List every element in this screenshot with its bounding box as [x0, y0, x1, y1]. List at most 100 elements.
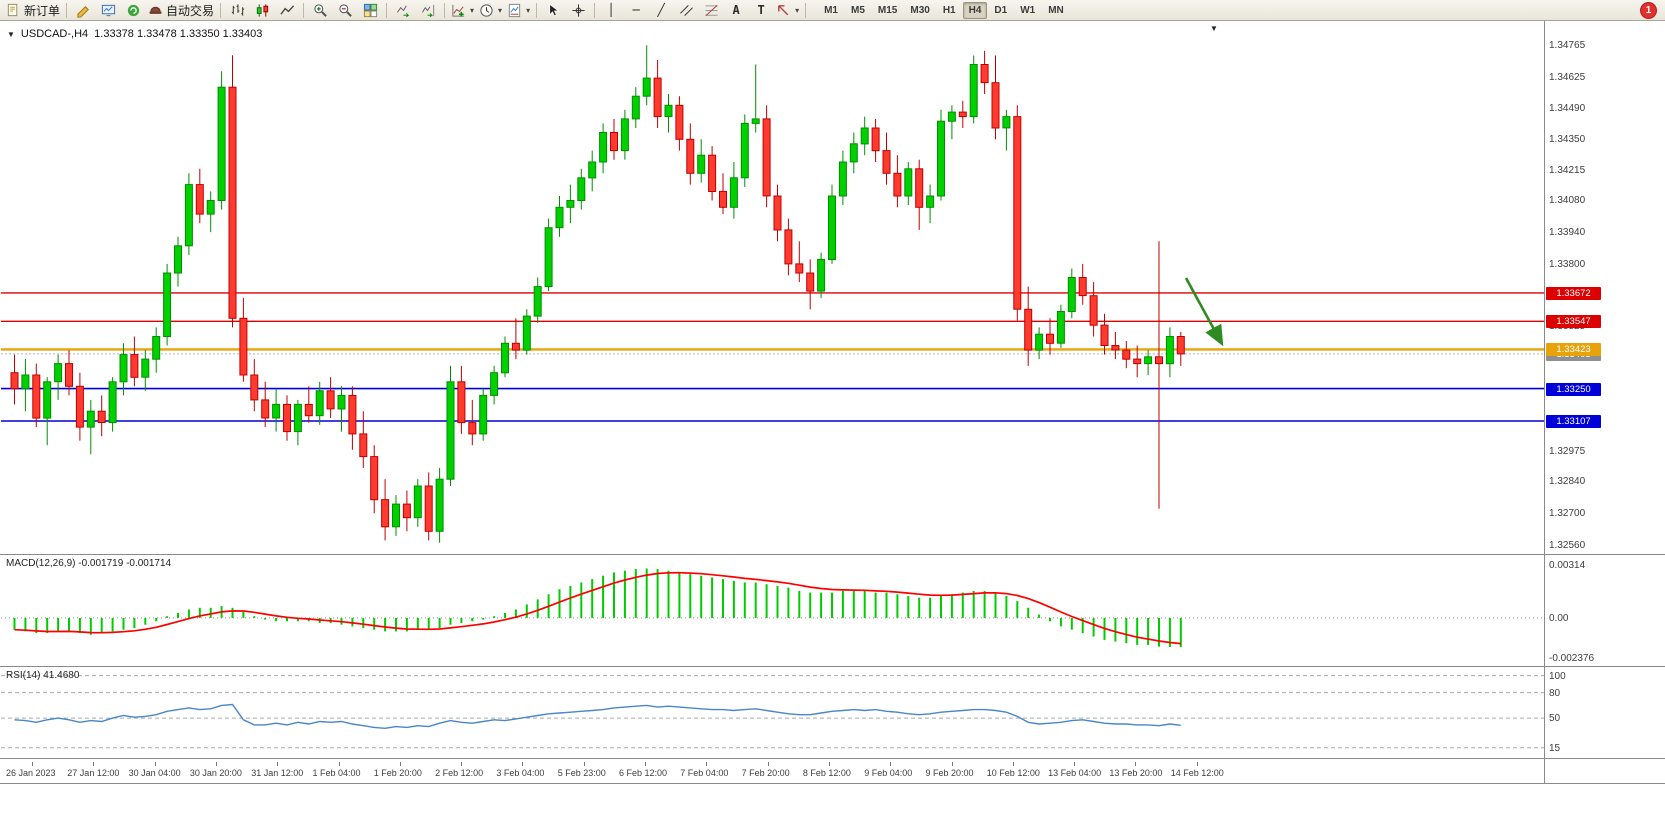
time-axis-label: 8 Feb 12:00 — [802, 768, 851, 778]
text-tool-button[interactable]: A — [724, 1, 748, 19]
label-tool-button[interactable]: T — [749, 1, 773, 19]
zoom-out-button[interactable] — [333, 1, 357, 19]
metaeditor-icon — [76, 3, 91, 18]
toolbar: 新订单 自动交易 — [0, 0, 1665, 21]
time-axis-label: 13 Feb 04:00 — [1048, 768, 1102, 778]
time-axis[interactable]: 26 Jan 2023 27 Jan 12:00 30 Jan 04:00 30 Ja… — [0, 762, 1545, 784]
dropdown-caret-icon[interactable]: ▾ — [470, 5, 475, 15]
chart-shift-button[interactable] — [416, 1, 440, 19]
metaeditor-button[interactable] — [71, 1, 95, 19]
window-bottom-border — [0, 783, 1665, 784]
panel-splitter[interactable] — [0, 554, 1665, 555]
chart-shift-icon — [421, 3, 436, 18]
horizontal-line-icon: ─ — [632, 2, 640, 17]
timeframe-button-h1[interactable]: H1 — [942, 4, 956, 16]
time-axis-label: 26 Jan 2023 — [6, 768, 56, 778]
community-button[interactable] — [121, 1, 145, 19]
time-axis-tick — [767, 762, 769, 766]
toolbar-separator — [444, 2, 446, 18]
time-axis-label: 6 Feb 12:00 — [619, 768, 668, 778]
zoom-in-button[interactable] — [308, 1, 332, 19]
timeframe-button-m5[interactable]: M5 — [851, 4, 865, 16]
zoom-out-icon — [338, 3, 353, 18]
line-chart-button[interactable] — [275, 1, 299, 19]
price-scale-border[interactable] — [1544, 21, 1545, 783]
time-axis-label: 1 Feb 20:00 — [373, 768, 422, 778]
auto-trading-button[interactable]: 自动交易 — [146, 1, 216, 19]
line-chart-icon — [280, 3, 295, 18]
time-axis-tick — [890, 762, 892, 766]
time-axis-label: 14 Feb 12:00 — [1170, 768, 1224, 778]
time-axis-tick — [154, 762, 156, 766]
indicators-button[interactable]: ▾ — [449, 1, 476, 19]
panel-splitter[interactable] — [0, 666, 1665, 667]
vertical-line-icon: │ — [607, 2, 615, 17]
time-axis-tick — [277, 762, 279, 766]
auto-scroll-button[interactable] — [391, 1, 415, 19]
rsi-scale-label: 80 — [1549, 687, 1561, 699]
price-axis-label: 1.34350 — [1549, 134, 1586, 146]
trendline-tool-button[interactable]: ╱ — [649, 1, 673, 19]
strategy-tester-button[interactable] — [96, 1, 120, 19]
toolbar-separator — [220, 2, 222, 18]
new-order-button[interactable]: 新订单 — [4, 1, 62, 19]
chart-shift-marker[interactable]: ▼ — [1210, 24, 1218, 33]
dropdown-caret-icon[interactable]: ▾ — [526, 5, 531, 15]
macd-scale-label: -0.002376 — [1549, 653, 1595, 665]
strategy-tester-icon — [101, 3, 116, 18]
time-axis-label: 1 Feb 04:00 — [312, 768, 361, 778]
price-axis-label: 1.33525 — [1549, 321, 1586, 333]
time-axis-label: 3 Feb 04:00 — [496, 768, 545, 778]
arrows-tool-button[interactable]: ▾ — [774, 1, 801, 19]
dropdown-caret-icon[interactable]: ▾ — [795, 5, 800, 15]
channel-tool-button[interactable] — [674, 1, 698, 19]
periods-button[interactable]: ▾ — [477, 1, 504, 19]
bar-chart-icon — [230, 3, 245, 18]
time-axis-tick — [1196, 762, 1198, 766]
community-icon — [127, 4, 139, 16]
templates-button[interactable]: ▾ — [505, 1, 532, 19]
bar-chart-button[interactable] — [225, 1, 249, 19]
toolbar-separator — [805, 2, 807, 18]
fibonacci-tool-button[interactable] — [699, 1, 723, 19]
timeframe-button-m30[interactable]: M30 — [910, 4, 930, 16]
notification-badge[interactable]: 1 — [1641, 2, 1656, 18]
time-axis-label: 31 Jan 12:00 — [251, 768, 304, 778]
timeframe-button-h4[interactable]: H4 — [962, 1, 988, 19]
symbol-dropdown-icon[interactable]: ▼ — [7, 29, 15, 39]
tile-windows-button[interactable] — [358, 1, 382, 19]
price-badge: 1.33547 — [1546, 315, 1601, 329]
timeframe-group: M1 M5 M15 M30 H1 H4 D1 W1 MN — [818, 1, 1070, 19]
time-axis-label: 5 Feb 23:00 — [557, 768, 606, 778]
candlestick-chart-button[interactable] — [250, 1, 274, 19]
time-axis-tick — [461, 762, 463, 766]
cursor-tool-button[interactable] — [541, 1, 565, 19]
time-axis-tick — [522, 762, 524, 766]
dropdown-caret-icon[interactable]: ▾ — [498, 5, 503, 15]
new-order-icon — [6, 3, 21, 18]
time-axis-tick — [951, 762, 953, 766]
timeframe-button-mn[interactable]: MN — [1048, 4, 1064, 16]
price-axis-label: 1.33800 — [1549, 258, 1586, 270]
horizontal-line-tool-button[interactable]: ─ — [624, 1, 648, 19]
toolbar-separator — [594, 2, 596, 18]
macd-chart-canvas[interactable] — [1, 556, 1544, 664]
price-axis-label: 1.32560 — [1549, 539, 1586, 551]
timeframe-button-w1[interactable]: W1 — [1020, 4, 1036, 16]
timeframe-button-d1[interactable]: D1 — [994, 4, 1008, 16]
new-order-label: 新订单 — [24, 3, 61, 18]
time-axis-label: 27 Jan 12:00 — [67, 768, 120, 778]
rsi-chart-canvas[interactable] — [1, 668, 1544, 758]
vertical-line-tool-button[interactable]: │ — [599, 1, 623, 19]
price-axis-label: 1.34490 — [1549, 102, 1586, 114]
crosshair-tool-button[interactable] — [566, 1, 590, 19]
tile-windows-icon — [363, 3, 378, 18]
timeframe-button-m1[interactable]: M1 — [824, 4, 838, 16]
text-tool-icon: A — [732, 2, 740, 17]
time-axis-label: 13 Feb 20:00 — [1109, 768, 1163, 778]
time-axis-tick — [399, 762, 401, 766]
time-axis-tick — [828, 762, 830, 766]
timeframe-button-m15[interactable]: M15 — [877, 4, 898, 16]
price-chart-canvas[interactable] — [1, 26, 1544, 554]
channel-icon — [679, 3, 694, 18]
